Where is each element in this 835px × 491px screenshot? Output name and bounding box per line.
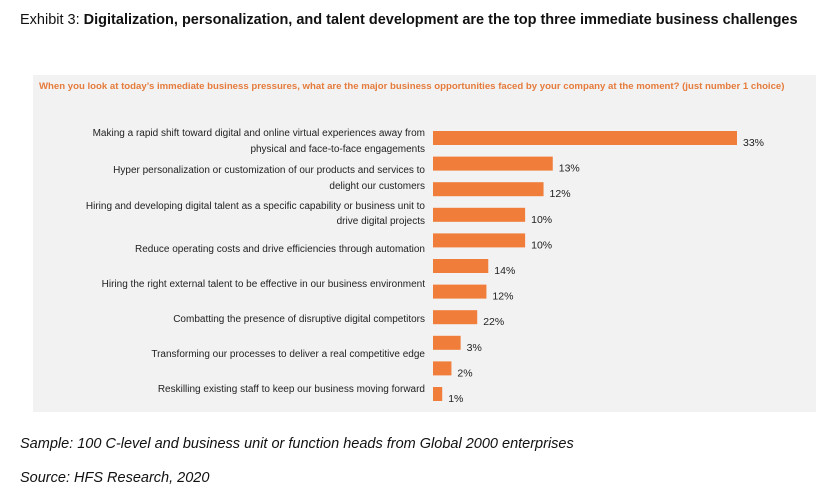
exhibit-heading: Digitalization, personalization, and tal… bbox=[83, 12, 798, 28]
bar-11 bbox=[433, 387, 443, 401]
bar-value-label-10: 2% bbox=[457, 367, 472, 379]
bar-value-label-3: 12% bbox=[550, 188, 571, 200]
exhibit-title: Exhibit 3: Digitalization, personalizati… bbox=[20, 10, 810, 31]
category-label-1-line-2: physical and face-to-face engagements bbox=[250, 144, 425, 155]
survey-question: When you look at today’s immediate busin… bbox=[39, 81, 785, 92]
category-label-2-line-1: Hyper personalization or customization o… bbox=[113, 165, 425, 176]
bar-1 bbox=[433, 131, 737, 145]
category-label-1-line-1: Making a rapid shift toward digital and … bbox=[93, 128, 425, 139]
category-label-4-line-1: Reduce operating costs and drive efficie… bbox=[135, 244, 425, 255]
bar-2 bbox=[433, 156, 553, 171]
bar-5 bbox=[433, 233, 526, 248]
bar-value-label-5: 10% bbox=[531, 239, 552, 251]
bar-7 bbox=[433, 284, 487, 299]
bar-value-label-6: 14% bbox=[494, 265, 515, 277]
bar-value-label-9: 3% bbox=[467, 342, 482, 354]
category-label-2-line-2: delight our customers bbox=[329, 181, 425, 192]
bar-6 bbox=[433, 259, 489, 273]
sample-note: Sample: 100 C-level and business unit or… bbox=[20, 436, 574, 452]
bar-10 bbox=[433, 361, 452, 376]
bar-3 bbox=[433, 182, 544, 197]
bar-4 bbox=[433, 207, 526, 222]
bar-value-label-1: 33% bbox=[743, 137, 764, 149]
bar-value-label-8: 22% bbox=[483, 316, 504, 328]
bar-8 bbox=[433, 310, 478, 325]
exhibit-prefix: Exhibit 3: bbox=[20, 12, 84, 28]
category-label-3-line-2: drive digital projects bbox=[337, 216, 425, 227]
bar-value-label-7: 12% bbox=[492, 291, 513, 303]
bar-value-label-4: 10% bbox=[531, 214, 552, 226]
bar-value-label-2: 13% bbox=[559, 163, 580, 175]
category-label-5-line-1: Hiring the right external talent to be e… bbox=[102, 279, 426, 290]
source-note: Source: HFS Research, 2020 bbox=[20, 470, 210, 486]
category-label-3-line-1: Hiring and developing digital talent as … bbox=[86, 201, 426, 212]
category-label-8-line-1: Reskilling existing staff to keep our bu… bbox=[158, 384, 425, 395]
bar-9 bbox=[433, 335, 461, 350]
category-label-7-line-1: Transforming our processes to deliver a … bbox=[151, 349, 425, 360]
bar-value-label-11: 1% bbox=[448, 393, 463, 405]
category-label-6-line-1: Combatting the presence of disruptive di… bbox=[173, 314, 425, 325]
